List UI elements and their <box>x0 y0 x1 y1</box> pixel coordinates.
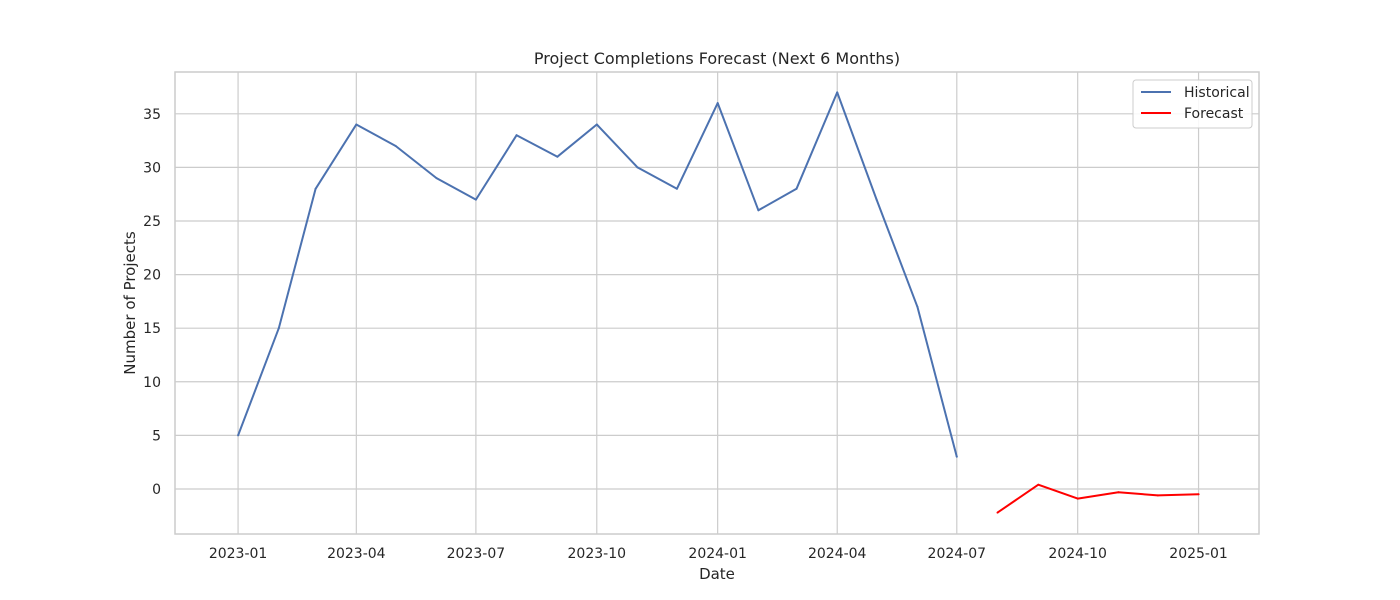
data-point-historical <box>795 187 798 190</box>
series-line-forecast <box>996 483 1199 514</box>
legend-label-forecast: Forecast <box>1184 106 1244 122</box>
y-tick-label: 20 <box>143 268 161 284</box>
data-point-historical <box>474 198 477 201</box>
y-tick-label: 5 <box>152 428 161 444</box>
x-tick-labels: 2023-01 2023-04 2023-07 2023-10 2024-01 2024-… <box>209 546 1228 562</box>
x-tick-label: 2024-01 <box>688 546 747 562</box>
x-axis-title: Date <box>699 565 735 583</box>
y-tick-label: 15 <box>143 321 161 337</box>
data-point-historical <box>237 434 240 437</box>
data-point-historical <box>556 155 559 158</box>
data-point-historical <box>675 187 678 190</box>
data-point-historical <box>716 102 719 105</box>
y-tick-label: 35 <box>143 107 161 123</box>
data-point-historical <box>757 209 760 212</box>
data-point-forecast <box>996 511 999 514</box>
data-point-forecast <box>1037 483 1040 486</box>
data-point-forecast <box>1197 493 1200 496</box>
x-tick-label: 2023-01 <box>209 546 268 562</box>
data-point-historical <box>277 327 280 330</box>
legend: Historical Forecast <box>1132 79 1253 129</box>
grid <box>175 72 1259 534</box>
plot-frame <box>174 71 1260 535</box>
x-tick-label: 2023-07 <box>447 546 506 562</box>
data-point-historical <box>314 187 317 190</box>
series-lines <box>237 91 1200 514</box>
data-point-historical <box>435 177 438 180</box>
x-tick-label: 2023-10 <box>568 546 627 562</box>
data-point-forecast <box>1117 491 1120 494</box>
x-tick-label: 2023-04 <box>327 546 386 562</box>
data-point-historical <box>595 123 598 126</box>
y-tick-labels: 0 5 10 15 20 25 30 35 <box>143 107 161 498</box>
data-point-forecast <box>1076 497 1079 500</box>
data-point-historical <box>955 455 958 458</box>
data-point-historical <box>515 134 518 137</box>
chart-title: Project Completions Forecast (Next 6 Mon… <box>534 49 900 68</box>
y-axis-title: Number of Projects <box>121 231 139 375</box>
legend-label-historical: Historical <box>1184 85 1250 101</box>
y-tick-label: 25 <box>143 214 161 230</box>
data-point-historical <box>916 305 919 308</box>
y-tick-label: 10 <box>143 375 161 391</box>
x-tick-label: 2024-04 <box>808 546 867 562</box>
data-point-forecast <box>1156 494 1159 497</box>
data-point-historical <box>875 198 878 201</box>
x-tick-label: 2024-10 <box>1048 546 1107 562</box>
data-point-historical <box>836 91 839 94</box>
y-tick-label: 30 <box>143 160 161 176</box>
x-tick-label: 2024-07 <box>928 546 987 562</box>
data-point-historical <box>355 123 358 126</box>
data-point-historical <box>636 166 639 169</box>
data-point-historical <box>394 145 397 147</box>
x-tick-label: 2025-01 <box>1169 546 1228 562</box>
y-tick-label: 0 <box>152 482 161 498</box>
